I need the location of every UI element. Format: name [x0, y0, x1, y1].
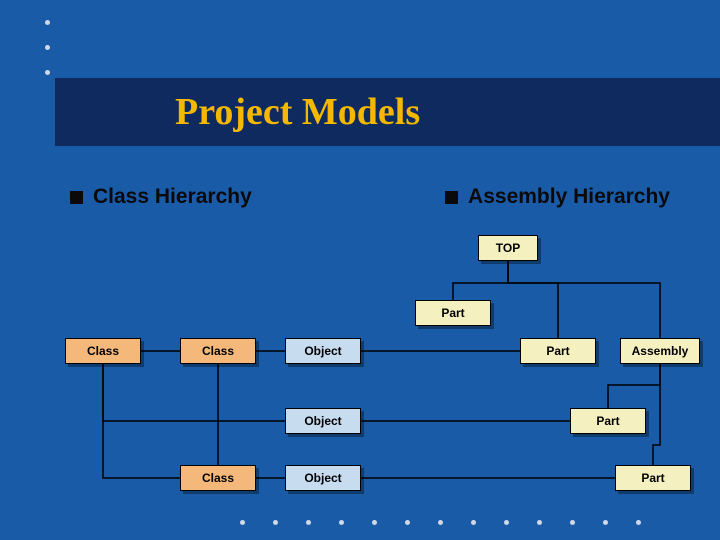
bullet-right-text: Assembly Hierarchy	[468, 185, 670, 209]
dot-icon	[45, 70, 50, 75]
dot-icon	[537, 520, 542, 525]
node-object-2: Object	[285, 408, 361, 434]
dot-icon	[438, 520, 443, 525]
dot-icon	[405, 520, 410, 525]
node-part-c: Part	[570, 408, 646, 434]
dot-icon	[339, 520, 344, 525]
node-part-b: Part	[520, 338, 596, 364]
node-part-a: Part	[415, 300, 491, 326]
node-class-1: Class	[65, 338, 141, 364]
node-object-3: Object	[285, 465, 361, 491]
decorative-dots-bottom	[240, 520, 641, 525]
dot-icon	[273, 520, 278, 525]
title-bar: Project Models	[55, 78, 720, 146]
bullet-right: Assembly Hierarchy	[445, 185, 670, 209]
node-class-3: Class	[180, 465, 256, 491]
dot-icon	[504, 520, 509, 525]
dot-icon	[306, 520, 311, 525]
dot-icon	[45, 20, 50, 25]
square-bullet-icon	[445, 191, 458, 204]
dot-icon	[471, 520, 476, 525]
dot-icon	[603, 520, 608, 525]
dot-icon	[372, 520, 377, 525]
square-bullet-icon	[70, 191, 83, 204]
decorative-dots-top	[45, 20, 50, 75]
node-class-2: Class	[180, 338, 256, 364]
dot-icon	[636, 520, 641, 525]
node-top: TOP	[478, 235, 538, 261]
bullet-left: Class Hierarchy	[70, 185, 252, 209]
dot-icon	[45, 45, 50, 50]
dot-icon	[570, 520, 575, 525]
bullet-row: Class Hierarchy Assembly Hierarchy	[70, 185, 670, 209]
node-assembly: Assembly	[620, 338, 700, 364]
node-part-d: Part	[615, 465, 691, 491]
page-title: Project Models	[175, 90, 420, 134]
bullet-left-text: Class Hierarchy	[93, 185, 252, 209]
node-object-1: Object	[285, 338, 361, 364]
dot-icon	[240, 520, 245, 525]
